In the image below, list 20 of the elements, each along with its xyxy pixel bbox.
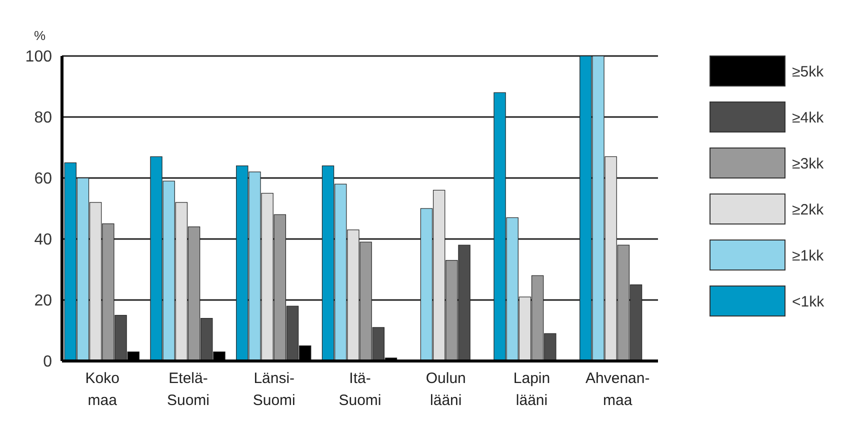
legend-label: ≥5kk [792, 63, 824, 80]
y-tick-label: 80 [34, 110, 52, 127]
x-tick-label: Oulun lääni [426, 370, 466, 409]
legend-label: ≥3kk [792, 155, 824, 172]
y-axis-title: % [34, 28, 46, 43]
legend-label: ≥1kk [792, 247, 824, 264]
legend-label: <1kk [792, 293, 825, 310]
legend-label: ≥4kk [792, 109, 824, 126]
y-tick-label: 20 [34, 292, 52, 310]
x-tick-label: Ahvenan- maa [586, 370, 650, 409]
x-tick-label: Etelä- Suomi [166, 370, 210, 409]
x-tick-label: Itä- Suomi [338, 370, 382, 409]
x-tick-label: Lapin lääni [513, 370, 550, 409]
y-tick-label: 60 [34, 170, 52, 188]
y-tick-label: 0 [43, 354, 52, 371]
x-tick-label: Länsi- Suomi [252, 370, 296, 409]
x-tick-label: Koko maa [85, 370, 120, 409]
y-tick-label: 40 [34, 232, 52, 249]
legend-label: ≥2kk [792, 201, 824, 218]
y-tick-label: 100 [25, 48, 52, 66]
